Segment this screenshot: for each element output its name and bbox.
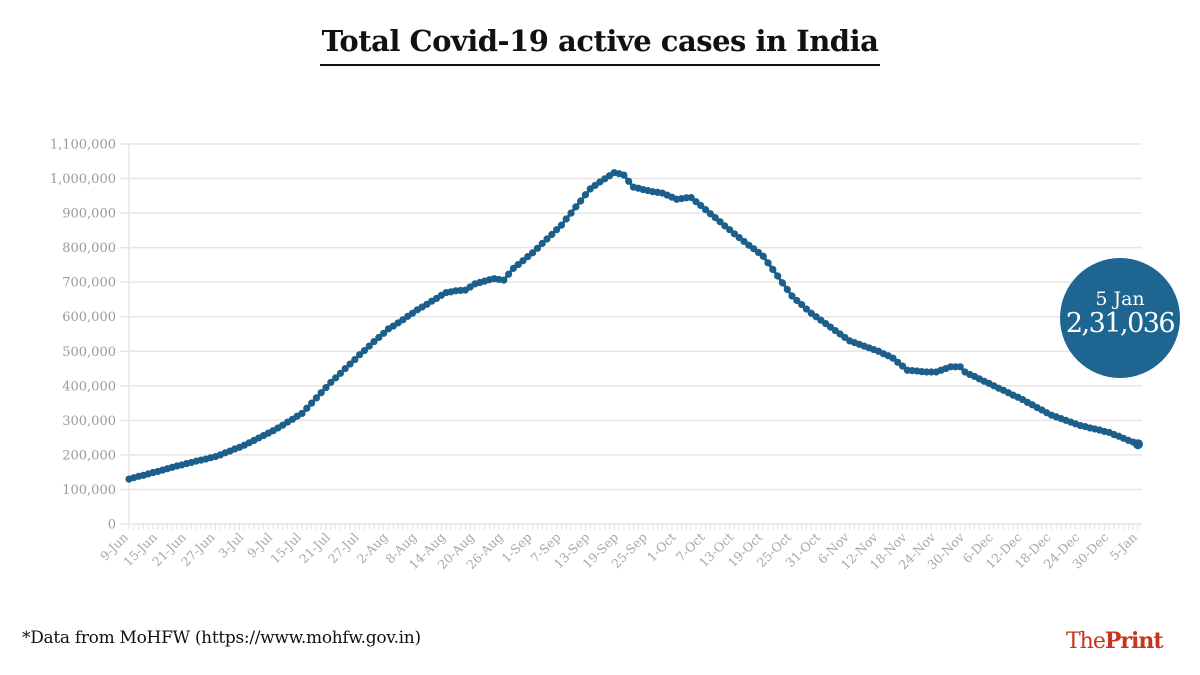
data-point [692,198,700,206]
data-point [620,171,628,179]
data-point [356,351,364,359]
data-point [529,249,537,257]
data-point [519,257,527,265]
data-point [625,177,633,185]
data-point [721,222,729,230]
data-point [500,276,508,284]
callout-date: 5 Jan [1095,288,1145,310]
latest-value-callout: 5 Jan 2,31,036 [1060,258,1180,378]
data-point [687,193,695,202]
x-tick-label: 2-Aug [354,530,391,567]
x-tick-label: 27-Jul [325,530,362,567]
data-point [898,362,907,370]
data-point [735,234,743,242]
data-point [514,260,522,269]
data-point [504,270,513,278]
x-tick-label: 21-Jul [296,530,333,567]
y-tick-label: 400,000 [62,379,116,394]
data-point [332,374,340,382]
data-point [312,394,320,402]
y-tick-label: 700,000 [62,276,116,291]
data-point [894,358,902,366]
x-tick-label: 1-Sep [499,530,535,566]
data-point [360,346,369,355]
data-point [365,342,373,350]
data-point [543,235,551,243]
data-point [750,245,758,253]
data-point [701,206,710,214]
x-tick-label: 3-Jul [215,530,246,561]
data-point [562,215,570,223]
data-point [754,248,763,257]
y-tick-label: 100,000 [62,483,116,498]
data-point [798,301,806,309]
data-point [956,363,964,371]
data-point [567,209,575,217]
data-point [533,244,542,252]
data-point [327,378,335,386]
data-point [802,305,811,313]
data-point [730,230,739,238]
x-tick-label: 15-Jul [267,530,304,567]
y-tick-label: 800,000 [62,241,116,256]
data-point [774,272,782,280]
y-tick-label: 900,000 [62,207,116,222]
chart-title: Total Covid-19 active cases in India [0,24,1200,66]
data-point [341,364,349,373]
data-point [317,389,325,397]
data-point [759,252,767,260]
data-point [572,203,580,211]
data-point [553,226,561,234]
data-point [322,383,330,392]
data-point [764,259,772,267]
data-point [581,191,590,199]
data-point [769,265,777,273]
y-tick-label: 200,000 [62,448,116,463]
data-point [346,360,354,368]
data-point [307,399,316,407]
data-point [725,226,734,234]
data-point [380,329,388,337]
source-note: *Data from MoHFW (https://www.mohfw.gov.… [22,628,421,648]
data-point [711,213,719,222]
logo-part1: The [1066,629,1106,654]
data-point [1133,439,1143,450]
data-point [538,239,546,248]
y-tick-label: 600,000 [62,310,116,325]
callout-value: 2,31,036 [1065,308,1176,339]
data-point [778,279,787,287]
data-point [716,218,724,226]
y-tick-label: 500,000 [62,345,116,360]
data-point [783,285,791,294]
logo-part2: Print [1104,628,1164,654]
y-tick-label: 300,000 [62,414,116,429]
data-point [793,296,801,305]
data-point [375,333,383,342]
chart-title-text: Total Covid-19 active cases in India [319,24,881,66]
x-tick-label: 1-Oct [644,530,679,565]
series-line [128,171,1139,481]
data-point [298,409,306,418]
data-point [524,253,532,261]
theprint-logo: ThePrint [1066,628,1164,654]
data-point [697,201,705,210]
data-point [370,338,378,346]
y-tick-label: 1,100,000 [50,138,116,153]
data-point [548,230,556,239]
x-tick-label: 5-Jan [1106,530,1140,564]
data-point [509,264,517,272]
data-point [336,369,345,377]
data-point [577,197,585,205]
data-point [706,210,714,218]
y-tick-label: 1,000,000 [50,172,116,187]
data-point [351,355,359,364]
data-point [303,404,311,412]
data-point [889,354,897,362]
y-tick-label: 0 [108,518,116,533]
data-point [557,221,566,229]
data-point [740,237,748,246]
data-point [788,292,796,300]
